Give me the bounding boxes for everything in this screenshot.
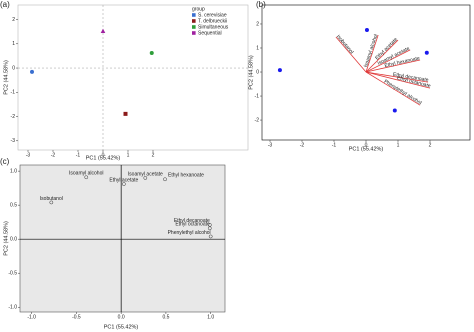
point [277, 68, 282, 73]
panel-label: (a) [0, 0, 10, 9]
x-tick-label: -3 [26, 152, 31, 158]
panel-label: (b) [256, 0, 266, 9]
y-tick-label: -2 [11, 114, 16, 120]
legend-label: T. delbrueckii [198, 18, 227, 24]
point [163, 177, 167, 182]
point [84, 175, 89, 180]
point [392, 108, 397, 113]
point [30, 69, 34, 74]
y-tick-label: -0.5 [8, 271, 17, 277]
y-tick-label: 0 [256, 69, 259, 75]
point-label: Ethyl octanoate [175, 222, 210, 228]
x-tick-label: 1 [127, 152, 130, 158]
y-axis-title: PC2 (44.58%) [3, 60, 9, 95]
legend-title: group [192, 6, 205, 12]
x-axis-title: PC1 (55.42%) [349, 146, 384, 152]
vector-label: Isobutanol [335, 34, 355, 55]
x-tick-label: 1.0 [207, 314, 214, 320]
point [424, 50, 429, 55]
legend-label: Simultaneous [198, 24, 229, 30]
y-tick-label: 0.5 [10, 202, 17, 208]
plot-area [261, 4, 471, 141]
y-tick-label: 2 [256, 21, 259, 27]
point [149, 51, 154, 56]
y-axis-title: PC2 (44.58%) [248, 55, 254, 90]
point [208, 234, 213, 239]
loading-vector [365, 71, 431, 89]
x-tick-label: -2 [300, 142, 305, 148]
loading-vector [335, 36, 367, 73]
x-tick-label: 2 [152, 152, 155, 158]
loading-vector [365, 71, 429, 83]
x-tick-label: 0.0 [118, 314, 125, 320]
y-tick-label: 2 [12, 17, 15, 23]
vector-label: Ethyl decanoate [392, 72, 429, 84]
point [100, 28, 106, 33]
x-tick-label: -3 [268, 142, 273, 148]
x-tick-label: 0 [365, 142, 368, 148]
plot-area [19, 164, 226, 313]
x-axis-title: PC1 (55.42%) [86, 155, 121, 161]
y-tick-label: -1 [11, 90, 16, 96]
x-tick-label: 0 [102, 152, 105, 158]
loading-vector [365, 71, 421, 106]
point-label: Ethyl decanoate [174, 218, 210, 224]
point-label: Isobutanol [40, 196, 63, 202]
panel-label: (c) [0, 157, 10, 166]
y-tick-label: 1.0 [10, 168, 17, 174]
legend-swatch [192, 25, 196, 29]
legend-swatch [192, 19, 196, 23]
legend-label: S. cerevisiae [198, 12, 227, 18]
legend-swatch [192, 31, 196, 35]
legend-label: Sequential [198, 30, 222, 36]
x-tick-label: 2 [429, 142, 432, 148]
y-tick-label: 0.0 [10, 237, 17, 243]
point [207, 226, 212, 231]
plot-area [17, 4, 249, 151]
point [123, 111, 128, 116]
loading-vector [365, 39, 399, 73]
point [143, 176, 148, 180]
x-tick-label: -1 [76, 152, 81, 158]
y-tick-label: 1 [12, 41, 15, 47]
legend-swatch [192, 13, 196, 17]
loading-vector [365, 59, 421, 73]
point [364, 27, 369, 32]
y-tick-label: 1 [256, 45, 259, 51]
point [121, 182, 126, 186]
point-label: Phenylethyl alcohol [168, 230, 211, 236]
y-tick-label: -3 [11, 138, 16, 144]
x-tick-label: -2 [51, 152, 56, 158]
y-tick-label: -1.0 [8, 305, 17, 311]
x-tick-label: -1 [332, 142, 337, 148]
loading-vector [365, 34, 379, 73]
point [49, 200, 54, 205]
point-label: Ethyl acetate [109, 177, 138, 183]
y-tick-label: 0 [12, 65, 15, 71]
point-label: Ethyl hexanoate [168, 173, 204, 179]
x-tick-label: -0.5 [72, 314, 81, 320]
y-tick-label: -1 [255, 93, 260, 99]
point-label: Isoamyl acetate [128, 171, 163, 177]
x-axis-title: PC1 (55.42%) [104, 324, 139, 330]
y-tick-label: -2 [255, 117, 260, 123]
x-tick-label: 1 [397, 142, 400, 148]
point-label: Isoamyl alcohol [69, 171, 103, 177]
x-tick-label: 0.5 [162, 314, 169, 320]
y-axis-title: PC2 (44.58%) [3, 221, 9, 256]
x-tick-label: -1.0 [27, 314, 36, 320]
loading-vector [365, 49, 411, 73]
